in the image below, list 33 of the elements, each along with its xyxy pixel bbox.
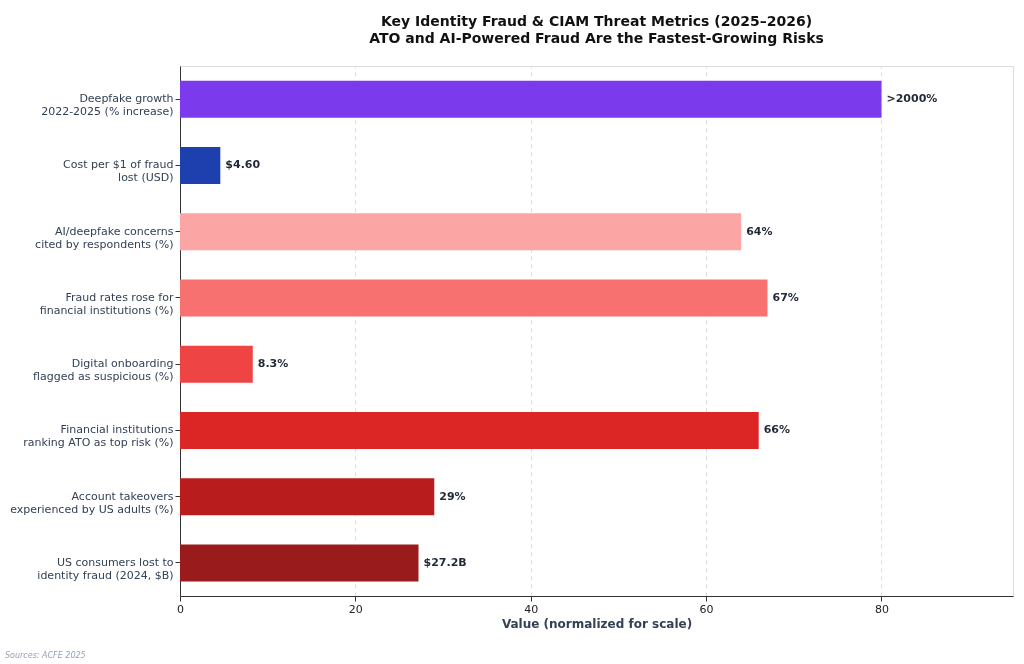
y-tick-label: Cost per $1 of fraud lost (USD) xyxy=(63,158,174,185)
chart-title: Key Identity Fraud & CIAM Threat Metrics (2025–2026) xyxy=(380,13,813,29)
data-label: $27.2B xyxy=(423,555,467,569)
data-label: 67% xyxy=(772,290,799,304)
y-tick-label: US consumers lost to identity fraud (2024, $B) xyxy=(37,555,174,582)
y-tick-label: Financial institutions ranking ATO as top risk (%) xyxy=(23,423,174,450)
bar xyxy=(180,544,419,582)
bar xyxy=(180,213,742,251)
data-label: >2000% xyxy=(886,92,938,106)
x-axis-title: Value (normalized for scale) xyxy=(501,616,693,631)
x-tick-label: 80 xyxy=(874,602,889,616)
chart-subtitle: ATO and AI-Powered Fraud Are the Fastest-Growing Risks xyxy=(369,30,824,46)
data-label: 29% xyxy=(439,489,466,503)
source-note: Sources: ACFE 2025 xyxy=(5,651,86,660)
y-tick-label: Fraud rates rose for financial institutions (%) xyxy=(39,290,174,317)
bar xyxy=(180,478,435,516)
y-tick-label: Deepfake growth 2022-2025 (% increase) xyxy=(41,92,174,119)
x-tick-label: 60 xyxy=(699,602,714,616)
x-tick-label: 20 xyxy=(348,602,363,616)
data-label: 8.3% xyxy=(257,357,289,371)
y-tick-label: Account takeovers experienced by US adults (%) xyxy=(10,489,174,516)
x-tick-label: 0 xyxy=(177,602,184,616)
bar xyxy=(180,345,253,383)
bar xyxy=(180,80,882,118)
data-label: 66% xyxy=(763,423,791,437)
y-tick-label: Digital onboarding flagged as suspicious (%) xyxy=(33,357,174,384)
data-label: 64% xyxy=(746,224,773,238)
bar xyxy=(180,146,221,184)
data-label: $4.60 xyxy=(225,158,261,172)
bar xyxy=(180,279,768,317)
bar xyxy=(180,411,759,449)
x-tick-label: 40 xyxy=(524,602,539,616)
y-tick-label: AI/deepfake concerns cited by respondents (%) xyxy=(35,224,174,251)
